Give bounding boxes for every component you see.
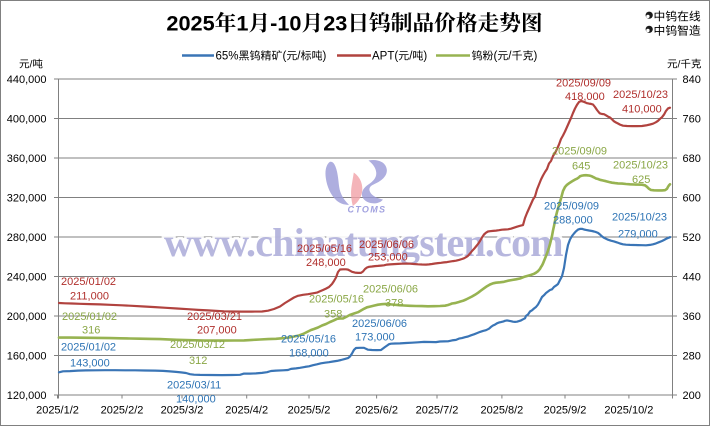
svg-text:240,000: 240,000 bbox=[7, 272, 47, 284]
svg-text:173,000: 173,000 bbox=[355, 332, 395, 344]
svg-text:645: 645 bbox=[572, 161, 590, 173]
svg-text:2025/09/09: 2025/09/09 bbox=[556, 78, 611, 90]
svg-text:2025/2/2: 2025/2/2 bbox=[101, 405, 144, 417]
svg-text:23: 23 bbox=[323, 11, 347, 36]
svg-text:/: / bbox=[30, 59, 33, 71]
svg-text:(: ( bbox=[494, 51, 498, 63]
svg-text:2025/7/2: 2025/7/2 bbox=[416, 405, 459, 417]
svg-text:2025/03/11: 2025/03/11 bbox=[167, 380, 221, 392]
svg-text:2025/09/09: 2025/09/09 bbox=[552, 146, 607, 158]
svg-text:): ) bbox=[323, 51, 327, 63]
svg-text:2025/05/16: 2025/05/16 bbox=[281, 334, 336, 346]
svg-text:-10: -10 bbox=[270, 11, 301, 36]
svg-text:200,000: 200,000 bbox=[7, 311, 47, 323]
svg-text:440,000: 440,000 bbox=[7, 74, 47, 86]
svg-text:120,000: 120,000 bbox=[7, 390, 47, 402]
svg-text:2025/10/23: 2025/10/23 bbox=[612, 212, 667, 224]
svg-text:680: 680 bbox=[683, 153, 701, 165]
svg-text:2025: 2025 bbox=[166, 11, 214, 36]
svg-text:2025/10/23: 2025/10/23 bbox=[613, 160, 668, 172]
svg-text:www.chinatungsten.com: www.chinatungsten.com bbox=[164, 220, 563, 265]
svg-text:360: 360 bbox=[683, 311, 701, 323]
svg-text:320,000: 320,000 bbox=[7, 193, 47, 205]
svg-text:160,000: 160,000 bbox=[7, 351, 47, 363]
svg-text:2025/06/06: 2025/06/06 bbox=[352, 318, 407, 330]
svg-text:2025/03/21: 2025/03/21 bbox=[187, 311, 242, 323]
svg-text:2025/01/02: 2025/01/02 bbox=[61, 276, 116, 288]
svg-text:400,000: 400,000 bbox=[7, 114, 47, 126]
svg-text:2025/6/2: 2025/6/2 bbox=[355, 405, 398, 417]
svg-text:2025/10/2: 2025/10/2 bbox=[604, 405, 653, 417]
svg-text:): ) bbox=[534, 51, 538, 63]
svg-text:/: / bbox=[409, 51, 413, 63]
svg-text:CTOMS: CTOMS bbox=[348, 205, 387, 215]
svg-text:520: 520 bbox=[683, 232, 701, 244]
svg-text:2025/01/02: 2025/01/02 bbox=[61, 342, 116, 354]
svg-text:248,000: 248,000 bbox=[306, 257, 346, 269]
svg-text:358: 358 bbox=[324, 309, 342, 321]
svg-text:168,000: 168,000 bbox=[289, 348, 329, 360]
svg-text:279,000: 279,000 bbox=[618, 229, 658, 241]
svg-text:253,000: 253,000 bbox=[368, 252, 408, 264]
svg-text:2025/03/12: 2025/03/12 bbox=[170, 339, 225, 351]
svg-text:2025/01/02: 2025/01/02 bbox=[62, 311, 117, 323]
svg-text:288,000: 288,000 bbox=[553, 215, 593, 227]
svg-text:APT(: APT( bbox=[372, 51, 398, 63]
svg-text:2025/8/2: 2025/8/2 bbox=[480, 405, 523, 417]
svg-text:207,000: 207,000 bbox=[197, 325, 237, 337]
svg-text:/: / bbox=[508, 51, 512, 63]
svg-text:200: 200 bbox=[683, 390, 701, 402]
svg-text:): ) bbox=[423, 51, 427, 63]
svg-text:2025/06/06: 2025/06/06 bbox=[363, 284, 418, 296]
svg-text:312: 312 bbox=[189, 355, 207, 367]
svg-text:2025/9/2: 2025/9/2 bbox=[544, 405, 587, 417]
svg-text:280: 280 bbox=[683, 351, 701, 363]
svg-text:211,000: 211,000 bbox=[70, 291, 109, 303]
svg-text:440: 440 bbox=[683, 272, 701, 284]
svg-text:625: 625 bbox=[632, 174, 650, 186]
svg-text:600: 600 bbox=[683, 193, 701, 205]
svg-text:2025/3/2: 2025/3/2 bbox=[161, 405, 204, 417]
svg-text:65%: 65% bbox=[216, 51, 239, 63]
svg-text:760: 760 bbox=[683, 114, 701, 126]
svg-text:/: / bbox=[678, 59, 681, 71]
svg-text:140,000: 140,000 bbox=[176, 394, 216, 406]
svg-text:143,000: 143,000 bbox=[70, 358, 110, 370]
svg-text:316: 316 bbox=[82, 325, 100, 337]
svg-text:378: 378 bbox=[385, 298, 403, 310]
svg-text:www.chinatungsten.com: www.chinatungsten.com bbox=[164, 220, 563, 265]
svg-text:840: 840 bbox=[683, 74, 701, 86]
svg-text:360,000: 360,000 bbox=[7, 153, 47, 165]
svg-text:2025/10/23: 2025/10/23 bbox=[613, 89, 668, 101]
svg-text:/: / bbox=[297, 51, 301, 63]
svg-text:2025/05/16: 2025/05/16 bbox=[309, 294, 364, 306]
svg-text:418,000: 418,000 bbox=[565, 91, 605, 103]
svg-text:2025/05/16: 2025/05/16 bbox=[297, 243, 352, 255]
svg-text:2025/4/2: 2025/4/2 bbox=[225, 405, 268, 417]
svg-text:410,000: 410,000 bbox=[622, 104, 662, 116]
svg-text:(: ( bbox=[283, 51, 287, 63]
svg-text:2025/09/09: 2025/09/09 bbox=[544, 201, 599, 213]
svg-text:1: 1 bbox=[236, 11, 248, 36]
svg-text:2025/5/2: 2025/5/2 bbox=[288, 405, 331, 417]
svg-text:2025/1/2: 2025/1/2 bbox=[36, 405, 79, 417]
svg-text:2025/06/06: 2025/06/06 bbox=[359, 239, 414, 251]
svg-text:280,000: 280,000 bbox=[7, 232, 47, 244]
